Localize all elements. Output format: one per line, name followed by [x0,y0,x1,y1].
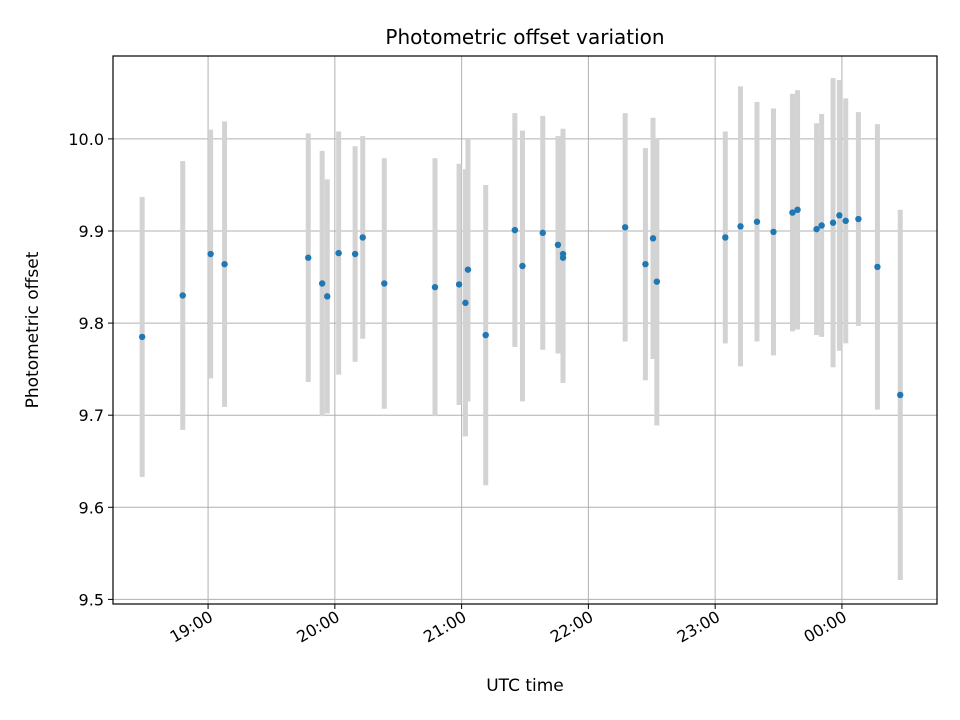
data-point [318,280,326,287]
data-point [753,218,761,225]
y-tick-label: 9.6 [79,498,104,517]
data-point [642,260,649,268]
data-point [649,235,657,242]
y-axis-ticks: 9.5 9.6 9.7 9.8 9.9 10.0 [68,130,113,609]
data-point [431,283,439,291]
plot-frame [112,55,938,605]
data-point [836,212,843,219]
data-point [539,229,546,237]
data-point [138,333,146,341]
data-point [511,226,519,234]
data-point [179,292,186,299]
data-point [794,206,801,214]
data-point [207,250,214,258]
data-point [221,260,228,268]
data-point [464,266,472,273]
data-point [653,278,661,285]
data-points [138,206,904,399]
data-point [482,331,489,339]
data-point [789,209,796,216]
y-tick-label: 9.7 [79,406,104,425]
x-axis-title: UTC time [486,676,564,696]
data-point [874,263,881,271]
data-point [359,234,366,241]
data-point [855,215,862,223]
data-point [818,222,825,229]
data-point [829,219,837,226]
data-point [335,249,342,257]
data-point [737,223,744,230]
chart-title: Photometric offset variation [385,25,664,49]
data-point [621,224,629,231]
data-point [324,293,331,300]
data-point [770,228,777,236]
y-axis-title: Photometric offset [23,251,43,408]
data-point [455,281,463,288]
data-point [722,234,729,241]
y-tick-label: 9.5 [79,590,104,609]
data-point [554,241,562,249]
y-tick-label: 9.9 [79,222,104,241]
data-point [897,391,904,399]
data-point [842,217,849,225]
data-point [351,250,359,258]
y-tick-label: 10.0 [68,130,104,149]
data-point [305,254,312,261]
data-point [813,225,820,233]
y-tick-label: 9.8 [79,314,104,333]
data-point [462,299,469,307]
data-point [559,250,567,258]
data-point [519,262,526,270]
data-point [381,280,388,287]
